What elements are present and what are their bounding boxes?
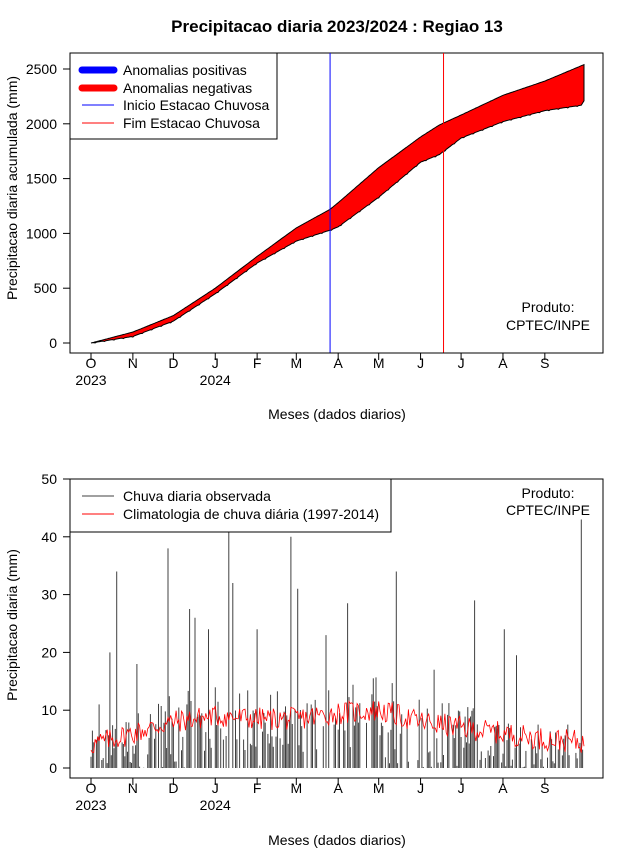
x-tick-label: J <box>458 355 465 371</box>
x-tick-label: S <box>540 780 549 796</box>
year-label: 2023 <box>75 797 106 813</box>
legend-label-pos-anom: Anomalias positivas <box>123 62 247 78</box>
y-tick-label: 1500 <box>26 171 57 187</box>
legend-label-neg-anom: Anomalias negativas <box>123 80 252 96</box>
x-tick-label: O <box>86 355 97 371</box>
x-tick-label: D <box>168 780 178 796</box>
x-tick-label: D <box>168 355 178 371</box>
top-x-axis-label: Meses (dados diarios) <box>268 406 406 422</box>
bottom-legend-box <box>69 478 392 533</box>
bottom-legend: Chuva diaria observada Climatologia de c… <box>69 478 392 533</box>
legend-label-end: Fim Estacao Chuvosa <box>123 115 260 131</box>
x-tick-label: S <box>540 355 549 371</box>
legend-label-start: Inicio Estacao Chuvosa <box>123 97 270 113</box>
y-tick-label: 30 <box>41 587 57 603</box>
y-tick-label: 20 <box>41 644 57 660</box>
x-tick-label: O <box>86 780 97 796</box>
y-tick-label: 500 <box>34 280 58 296</box>
x-tick-label: J <box>212 780 219 796</box>
y-tick-label: 40 <box>41 529 57 545</box>
bottom-credit-line1: Produto: <box>522 485 575 501</box>
x-tick-label: J <box>417 355 424 371</box>
x-tick-label: M <box>290 780 302 796</box>
x-tick-label: M <box>373 780 385 796</box>
x-tick-label: A <box>334 780 344 796</box>
y-tick-label: 2000 <box>26 116 57 132</box>
top-credit-line1: Produto: <box>522 299 575 315</box>
anomaly-area <box>90 63 585 344</box>
y-tick-label: 1000 <box>26 225 57 241</box>
x-tick-label: N <box>128 355 138 371</box>
daily-precip-panel: 0 10 20 30 40 50 O N D J F M A M J J A S 2023 2024 Precipi… <box>4 471 604 848</box>
bottom-x-axis: O N D J F M A M J J A S 2023 2024 <box>75 777 550 813</box>
x-tick-label: F <box>253 780 262 796</box>
x-tick-label: N <box>128 780 138 796</box>
x-tick-label: J <box>212 355 219 371</box>
x-tick-label: F <box>253 355 262 371</box>
top-y-axis: 0 500 1000 1500 2000 2500 <box>26 61 71 351</box>
y-tick-label: 0 <box>49 760 57 776</box>
top-legend: Anomalias positivas Anomalias negativas … <box>69 52 278 140</box>
year-label: 2024 <box>200 797 231 813</box>
year-label: 2024 <box>200 372 231 388</box>
year-label: 2023 <box>75 372 106 388</box>
x-tick-label: J <box>458 780 465 796</box>
top-y-axis-label: Precipitacao diaria acumulada (mm) <box>4 76 20 300</box>
x-tick-label: A <box>334 355 344 371</box>
climatology-line <box>90 699 585 753</box>
legend-label-climatology: Climatologia de chuva diária (1997-2014) <box>123 506 379 522</box>
y-tick-label: 10 <box>41 702 57 718</box>
x-tick-label: M <box>373 355 385 371</box>
bottom-y-axis: 0 10 20 30 40 50 <box>41 471 71 776</box>
x-tick-label: A <box>498 780 508 796</box>
x-tick-label: A <box>498 355 508 371</box>
chart-title: Precipitacao diaria 2023/2024 : Regiao 1… <box>171 17 503 36</box>
bottom-x-axis-label: Meses (dados diarios) <box>268 832 406 848</box>
y-tick-label: 2500 <box>26 61 57 77</box>
top-x-axis: O N D J F M A M J J A S 2023 2024 <box>75 352 550 388</box>
bottom-credit-line2: CPTEC/INPE <box>506 502 590 518</box>
top-credit-line2: CPTEC/INPE <box>506 317 590 333</box>
y-tick-label: 0 <box>49 335 57 351</box>
accumulated-precip-panel: 0 500 1000 1500 2000 2500 O N D J F M A M J J A S 2023 202… <box>4 52 604 422</box>
x-tick-label: J <box>417 780 424 796</box>
bottom-y-axis-label: Precipitacao diaria (mm) <box>4 549 20 701</box>
legend-label-observed: Chuva diaria observada <box>123 488 271 504</box>
y-tick-label: 50 <box>41 471 57 487</box>
daily-bars <box>90 519 584 768</box>
x-tick-label: M <box>290 355 302 371</box>
